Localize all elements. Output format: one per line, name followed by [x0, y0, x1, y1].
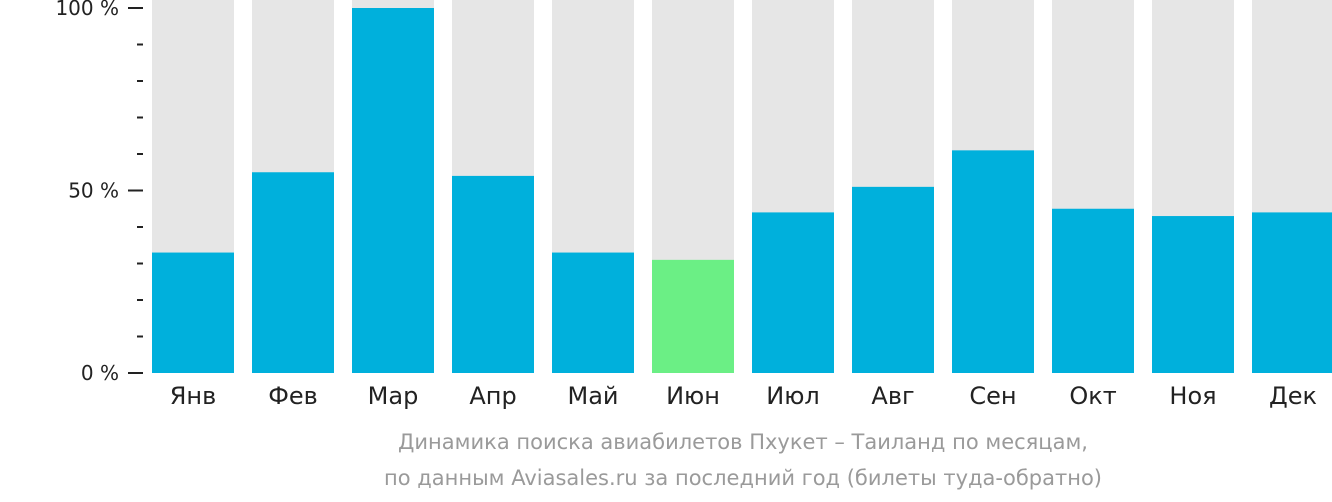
y-axis: 100 % 50 % 0 %	[55, 0, 143, 385]
bar-1	[252, 172, 334, 373]
bar-3	[452, 175, 534, 373]
bar-9	[1052, 208, 1134, 373]
bar-10	[1152, 216, 1234, 373]
x-tick-label: Июл	[766, 382, 820, 410]
bar-6	[752, 212, 834, 373]
bars	[152, 8, 1332, 373]
x-tick-label: Янв	[170, 382, 217, 410]
x-tick-label: Авг	[871, 382, 914, 410]
x-tick-label: Мар	[368, 382, 419, 410]
x-tick-label: Фев	[268, 382, 318, 410]
bar-0	[152, 252, 234, 373]
bar-8	[952, 150, 1034, 373]
bar-7	[852, 186, 934, 373]
bar-2	[352, 8, 434, 373]
chart-caption-line2: по данным Aviasales.ru за последний год …	[384, 466, 1102, 490]
x-tick-label: Дек	[1269, 382, 1317, 410]
bar-4	[552, 252, 634, 373]
x-tick-label: Ноя	[1169, 382, 1216, 410]
x-tick-label: Май	[567, 382, 618, 410]
x-tick-label: Окт	[1069, 382, 1116, 410]
bar-5	[652, 259, 734, 373]
x-tick-label: Апр	[469, 382, 516, 410]
x-axis: Янв Фев Мар Апр Май Июн Июл Авг Сен Окт Ноя Дек	[170, 382, 1317, 410]
chart-caption-line1: Динамика поиска авиабилетов Пхукет – Таи…	[398, 430, 1088, 454]
x-tick-label: Июн	[666, 382, 720, 410]
bar-chart: 100 % 50 % 0 % Янв Фев Мар Апр Май Июн Июл Авг Сен…	[55, 0, 1332, 410]
bar-11	[1252, 212, 1332, 373]
y-tick-label: 0 %	[81, 361, 119, 385]
x-tick-label: Сен	[969, 382, 1016, 410]
y-tick-label: 50 %	[68, 179, 119, 203]
y-tick-label: 100 %	[55, 0, 119, 20]
